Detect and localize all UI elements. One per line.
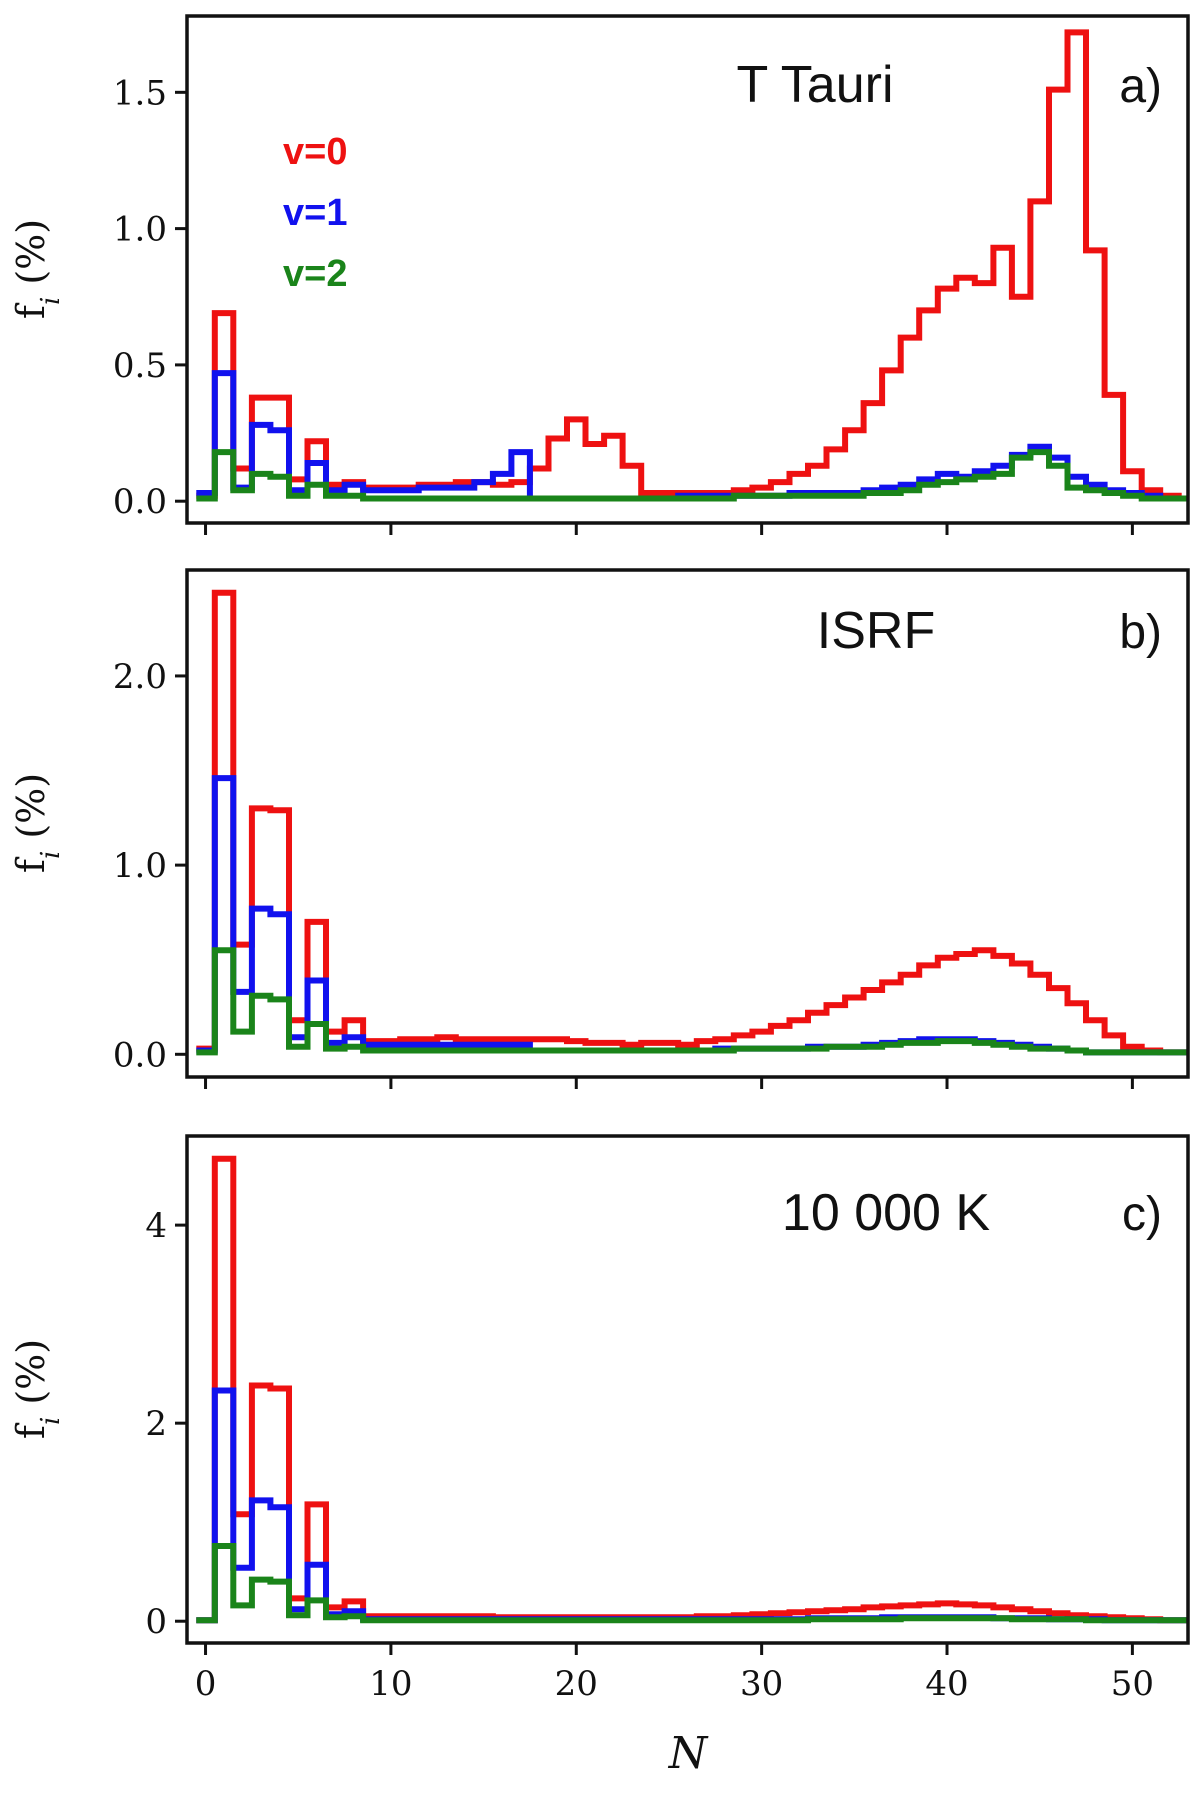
panel-a-ylabel-sub: i	[36, 297, 66, 305]
legend-entry-v1: v=1	[283, 192, 347, 234]
panel-b-series-v1	[196, 775, 1188, 1056]
panel-a-tag: a)	[1119, 60, 1162, 113]
panel-c-tag: c)	[1122, 1188, 1162, 1241]
x-axis-label: N	[668, 1728, 709, 1779]
panel-c-ylabel-sub: i	[36, 1417, 66, 1425]
panel-b-series-v0	[196, 589, 1188, 1056]
panel-c-title: 10 000 K	[782, 1184, 990, 1242]
panel-b: 0.0 1.0 2.0 fi (%) ISRF b)	[9, 568, 1190, 1089]
panel-a-ytick-label: 0.0	[113, 482, 167, 522]
panel-b-ticks: 0.0 1.0 2.0	[113, 657, 1134, 1089]
legend-entry-v0: v=0	[283, 131, 347, 173]
panel-b-ytick-label: 1.0	[113, 846, 167, 886]
panel-b-ylabel: fi (%)	[9, 773, 66, 873]
panel-c-ylabel: fi (%)	[9, 1339, 66, 1439]
panel-a-title: T Tauri	[736, 56, 893, 114]
panel-c-frame	[185, 1134, 1190, 1645]
panel-c-xtick-label: 20	[555, 1664, 598, 1704]
panel-b-series	[196, 589, 1188, 1056]
panel-a: 0.0 0.5 1.0 1.5 fi (%) T Tauri a) v=0 v=1 v…	[9, 14, 1190, 535]
panel-b-tag: b)	[1119, 606, 1162, 659]
panel-b-ytick-label: 2.0	[113, 657, 167, 697]
panel-a-ytick-label: 1.5	[113, 73, 167, 113]
legend: v=0 v=1 v=2	[283, 131, 347, 295]
panel-b-ylabel-sub: i	[36, 851, 66, 859]
legend-entry-v2: v=2	[283, 253, 347, 295]
panel-c-xtick-label: 0	[195, 1664, 217, 1704]
panel-a-ytick-label: 1.0	[113, 210, 167, 250]
panel-a-ytick-label: 0.5	[113, 346, 167, 386]
panel-c-ytick-label: 2	[145, 1404, 167, 1444]
panel-a-ylabel-unit: (%)	[9, 219, 53, 297]
panel-c-xtick-label: 10	[369, 1664, 412, 1704]
panel-c-ylabel-f: f	[9, 1422, 53, 1439]
panel-a-series	[196, 29, 1188, 502]
panel-a-frame	[185, 14, 1190, 525]
panel-a-ylabel-f: f	[9, 302, 53, 319]
panel-b-ylabel-unit: (%)	[9, 773, 53, 851]
panel-b-ytick-label: 0.0	[113, 1035, 167, 1075]
panel-c-xtick-label: 40	[925, 1664, 968, 1704]
panel-b-frame	[185, 568, 1190, 1079]
panel-c-ytick-label: 0	[145, 1602, 167, 1642]
panel-b-series-v2	[196, 947, 1188, 1056]
panel-c-ylabel-unit: (%)	[9, 1339, 53, 1417]
panel-a-ylabel: fi (%)	[9, 219, 66, 319]
panel-a-ticks: 0.0 0.5 1.0 1.5	[113, 73, 1134, 535]
panel-c-series-v2	[196, 1543, 1188, 1624]
panel-a-series-v2	[196, 449, 1188, 502]
panel-c-xtick-label: 50	[1111, 1664, 1154, 1704]
panel-c-series-v1	[196, 1387, 1188, 1624]
panel-c-ytick-label: 4	[145, 1206, 167, 1246]
panel-b-title: ISRF	[817, 602, 935, 660]
panel-c-series-v0	[196, 1155, 1188, 1624]
panel-b-ylabel-f: f	[9, 856, 53, 873]
panel-c-xtick-label: 30	[740, 1664, 783, 1704]
panel-c-series	[196, 1155, 1188, 1624]
